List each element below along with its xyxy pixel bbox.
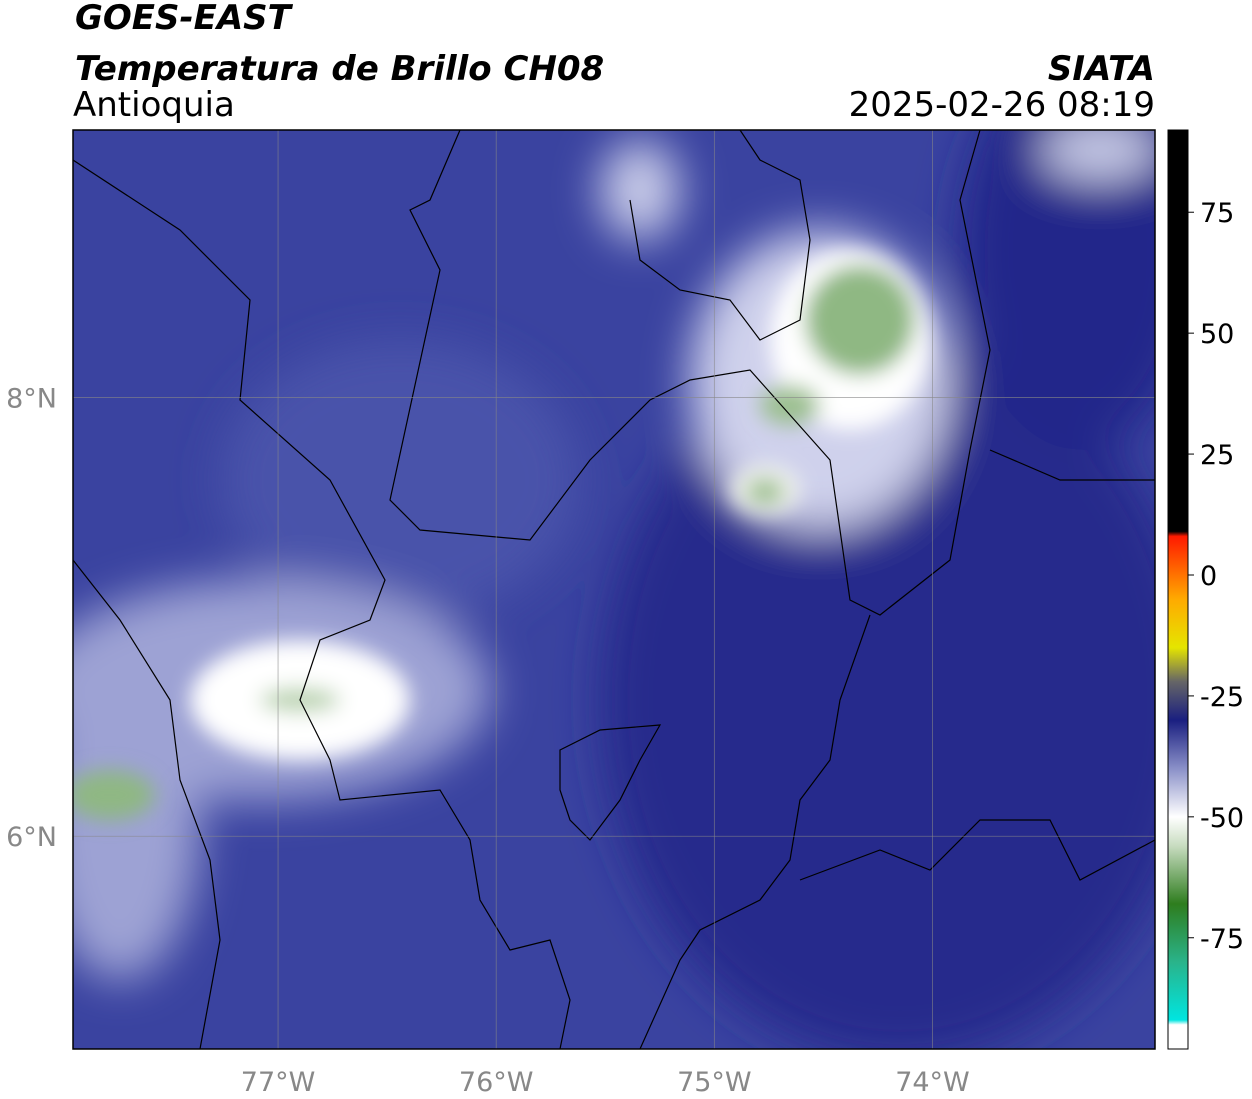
y-tick-label: 8°N (6, 384, 57, 415)
x-tick-label: 77°W (241, 1067, 316, 1098)
title: GOES-EAST (75, 0, 294, 38)
grid (73, 130, 1155, 1049)
colorbar-tick-label: -25 (1200, 682, 1244, 713)
x-tick-label: 75°W (677, 1067, 752, 1098)
region: Antioquia (73, 85, 235, 125)
source: SIATA (1048, 49, 1155, 89)
subtitle: Temperatura de Brillo CH08 (75, 49, 604, 89)
x-tick-label: 76°W (459, 1067, 534, 1098)
colorbar-tick-label: 75 (1200, 198, 1234, 229)
colorbar-tick-label: -50 (1200, 803, 1244, 834)
colorbar-tick-label: 50 (1200, 319, 1234, 350)
colorbar-tick-label: -75 (1200, 924, 1244, 955)
map-image (73, 130, 1155, 1049)
x-tick-label: 74°W (895, 1067, 970, 1098)
y-tick-label: 6°N (6, 822, 57, 853)
colorbar (1167, 129, 1189, 1050)
datetime: 2025-02-26 08:19 (849, 85, 1155, 125)
colorbar-tick-label: 0 (1200, 561, 1217, 592)
colorbar-tick-label: 25 (1200, 440, 1234, 471)
map-frame (72, 129, 1156, 1050)
